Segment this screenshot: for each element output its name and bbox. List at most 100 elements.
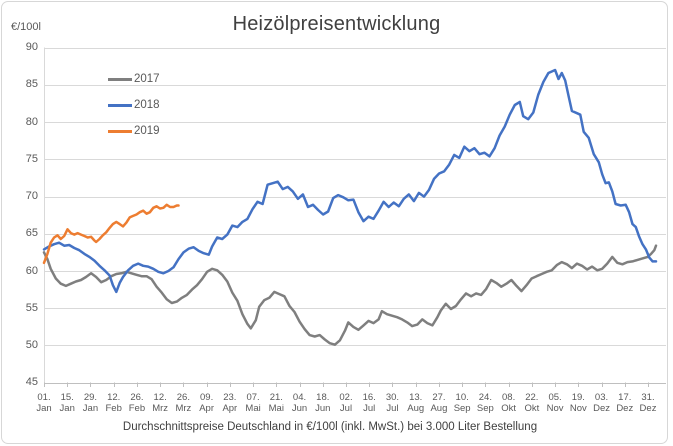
x-tick-label-2: 29. Jan <box>73 392 107 414</box>
x-tick-label-line: Okt <box>501 403 516 414</box>
x-tick-label-line: Mai <box>268 403 284 414</box>
x-tick-label-line: Jun <box>291 403 308 414</box>
y-axis-unit-label: €/100l <box>11 21 41 33</box>
x-tick-label-line: Sep <box>453 403 471 414</box>
x-tick-label-24: 03. Dez <box>585 392 619 414</box>
legend-item-2017: 2017 <box>108 66 160 92</box>
x-tick-label-16: 13. Aug <box>399 392 433 414</box>
x-tick-label-9: 07. Mai <box>236 392 270 414</box>
y-tick-label-55: 55 <box>25 301 38 314</box>
x-tick-label-1: 15. Jan <box>50 392 84 414</box>
x-tick-label-line: 23. <box>223 392 237 403</box>
x-tick-label-12: 18. Jun <box>306 392 340 414</box>
x-tick-label-8: 23. Apr <box>213 392 247 414</box>
legend-label-2018: 2018 <box>134 99 160 111</box>
x-tick-label-line: Jan <box>36 403 52 414</box>
legend-item-2019: 2019 <box>108 118 160 144</box>
x-tick-label-line: 16. <box>362 392 376 403</box>
x-tick-label-line: Feb <box>105 403 122 414</box>
x-tick-label-line: Mrz <box>175 403 192 414</box>
x-tick-label-line: 31. <box>641 392 655 403</box>
x-tick-label-4: 26. Feb <box>120 392 154 414</box>
legend: 2017 2018 2019 <box>108 66 160 144</box>
y-tick-label-50: 50 <box>25 338 38 351</box>
x-tick-label-15: 30. Jul <box>375 392 409 414</box>
x-tick-label-line: 01. <box>37 392 51 403</box>
x-tick-label-line: Apr <box>199 403 214 414</box>
x-tick-label-line: 15. <box>60 392 74 403</box>
x-tick-label-14: 16. Jul <box>352 392 386 414</box>
series-line-2019 <box>42 203 180 265</box>
x-tick-label-line: 27. <box>432 392 446 403</box>
x-tick-label-line: 04. <box>292 392 307 403</box>
x-tick-label-line: Aug <box>430 403 448 414</box>
x-tick-label-line: Okt <box>524 403 540 414</box>
x-tick-label-line: 24. <box>478 392 492 403</box>
x-tick-label-line: Jan <box>59 403 75 414</box>
x-tick-label-line: 29. <box>83 392 98 403</box>
y-tick-label-90: 90 <box>25 41 38 54</box>
x-tick-label-line: Jun <box>315 403 331 414</box>
x-tick-label-line: Mrz <box>152 403 169 414</box>
x-tick-label-line: 18. <box>316 392 330 403</box>
x-tick-label-line: 30. <box>385 392 400 403</box>
y-tick-label-80: 80 <box>25 115 38 128</box>
x-tick-label-line: Nov <box>546 403 564 414</box>
y-tick-label-85: 85 <box>25 78 38 91</box>
x-tick-label-line: 05. <box>548 392 562 403</box>
x-tick-label-3: 12. Feb <box>97 392 131 414</box>
x-tick-label-7: 09. Apr <box>190 392 224 414</box>
x-tick-label-18: 10. Sep <box>445 392 479 414</box>
x-tick-label-20: 08. Okt <box>492 392 526 414</box>
x-tick-label-line: Nov <box>569 403 587 414</box>
x-tick-label-line: 09. <box>200 392 214 403</box>
x-tick-label-line: Apr <box>222 403 238 414</box>
x-tick-label-22: 05. Nov <box>538 392 572 414</box>
x-tick-label-line: 19. <box>571 392 585 403</box>
x-tick-label-10: 21. Mai <box>259 392 293 414</box>
x-tick-label-line: 26. <box>130 392 144 403</box>
legend-swatch-2017 <box>108 77 132 81</box>
y-tick-label-75: 75 <box>25 152 38 165</box>
series-line-2018 <box>42 68 658 294</box>
x-tick-label-26: 31. Dez <box>631 392 665 414</box>
y-tick-label-70: 70 <box>25 190 38 203</box>
y-tick-label-45: 45 <box>25 376 38 389</box>
x-tick-label-17: 27. Aug <box>422 392 456 414</box>
x-tick-label-line: Dez <box>593 403 610 414</box>
page-title: Heizölpreisentwicklung <box>232 13 441 35</box>
legend-item-2018: 2018 <box>108 92 160 118</box>
x-tick-label-line: Jul <box>339 403 353 414</box>
x-tick-label-23: 19. Nov <box>561 392 595 414</box>
x-tick-label-6: 26. Mrz <box>166 392 200 414</box>
y-tick-label-65: 65 <box>25 227 38 240</box>
x-tick-label-0: 01. Jan <box>27 392 61 414</box>
legend-label-2019: 2019 <box>134 125 160 137</box>
x-tick-label-21: 22. Okt <box>515 392 549 414</box>
x-tick-label-line: 13. <box>409 392 423 403</box>
x-tick-label-line: 08. <box>502 392 516 403</box>
x-tick-label-line: Dez <box>616 403 634 414</box>
x-tick-label-19: 24. Sep <box>468 392 502 414</box>
x-tick-label-line: Jul <box>363 403 376 414</box>
x-tick-label-line: 26. <box>176 392 190 403</box>
legend-label-2017: 2017 <box>134 73 160 85</box>
x-tick-label-11: 04. Jun <box>283 392 317 414</box>
x-tick-label-line: Feb <box>128 403 146 414</box>
x-tick-label-13: 02. Jul <box>329 392 363 414</box>
legend-swatch-2018 <box>108 103 132 107</box>
x-tick-label-line: 12. <box>107 392 121 403</box>
x-tick-label-5: 12. Mrz <box>143 392 177 414</box>
x-tick-label-line: Jan <box>82 403 99 414</box>
x-tick-label-line: 17. <box>618 392 632 403</box>
x-tick-label-line: 02. <box>339 392 353 403</box>
x-tick-label-line: Jul <box>386 403 399 414</box>
x-tick-label-line: 03. <box>594 392 609 403</box>
x-tick-label-line: Mai <box>245 403 261 414</box>
x-tick-label-line: 10. <box>455 392 469 403</box>
x-tick-label-line: 22. <box>525 392 539 403</box>
x-tick-label-line: 12. <box>153 392 167 403</box>
x-tick-label-line: Sep <box>476 403 494 414</box>
